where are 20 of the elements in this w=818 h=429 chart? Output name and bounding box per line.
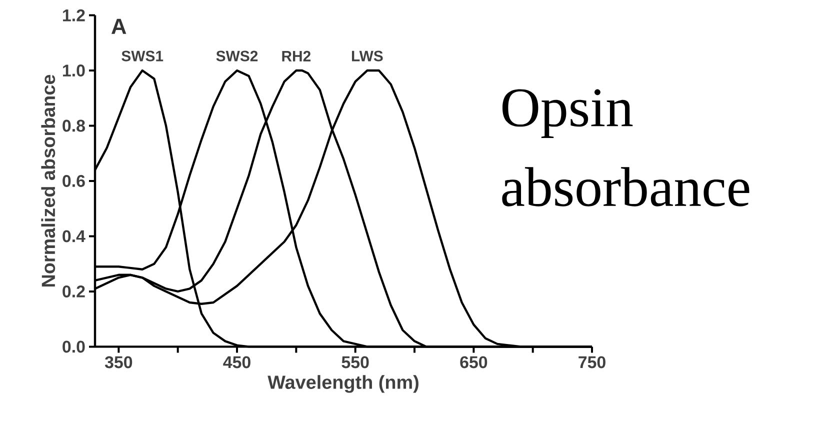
annotation: A bbox=[111, 18, 126, 34]
series-label: SWS1 bbox=[122, 50, 164, 62]
x-tick-label: 350 bbox=[104, 356, 132, 368]
x-tick-label: 550 bbox=[342, 356, 369, 368]
y-tick-label: 0.0 bbox=[62, 340, 85, 353]
x-axis-title: Wavelength (nm) bbox=[268, 375, 418, 393]
y-tick-label: 0.8 bbox=[62, 120, 85, 132]
y-tick-label: 0.4 bbox=[62, 230, 86, 242]
series-label: SWS2 bbox=[216, 50, 258, 62]
series-label: LWS bbox=[352, 50, 383, 62]
y-tick-label: 1.0 bbox=[63, 64, 85, 77]
text: Opsin absorbance bbox=[502, 89, 750, 206]
y-tick-label: 0.2 bbox=[62, 285, 85, 298]
series-label: RH2 bbox=[282, 50, 311, 62]
x-tick-label: 750 bbox=[578, 356, 606, 368]
x-tick-label: 650 bbox=[460, 356, 488, 368]
y-axis-title: Normalized absorbance bbox=[41, 74, 56, 287]
y-tick-label: 0.6 bbox=[62, 175, 85, 187]
y-tick-label: 1.2 bbox=[63, 9, 85, 22]
x-tick-label: 450 bbox=[223, 356, 250, 368]
